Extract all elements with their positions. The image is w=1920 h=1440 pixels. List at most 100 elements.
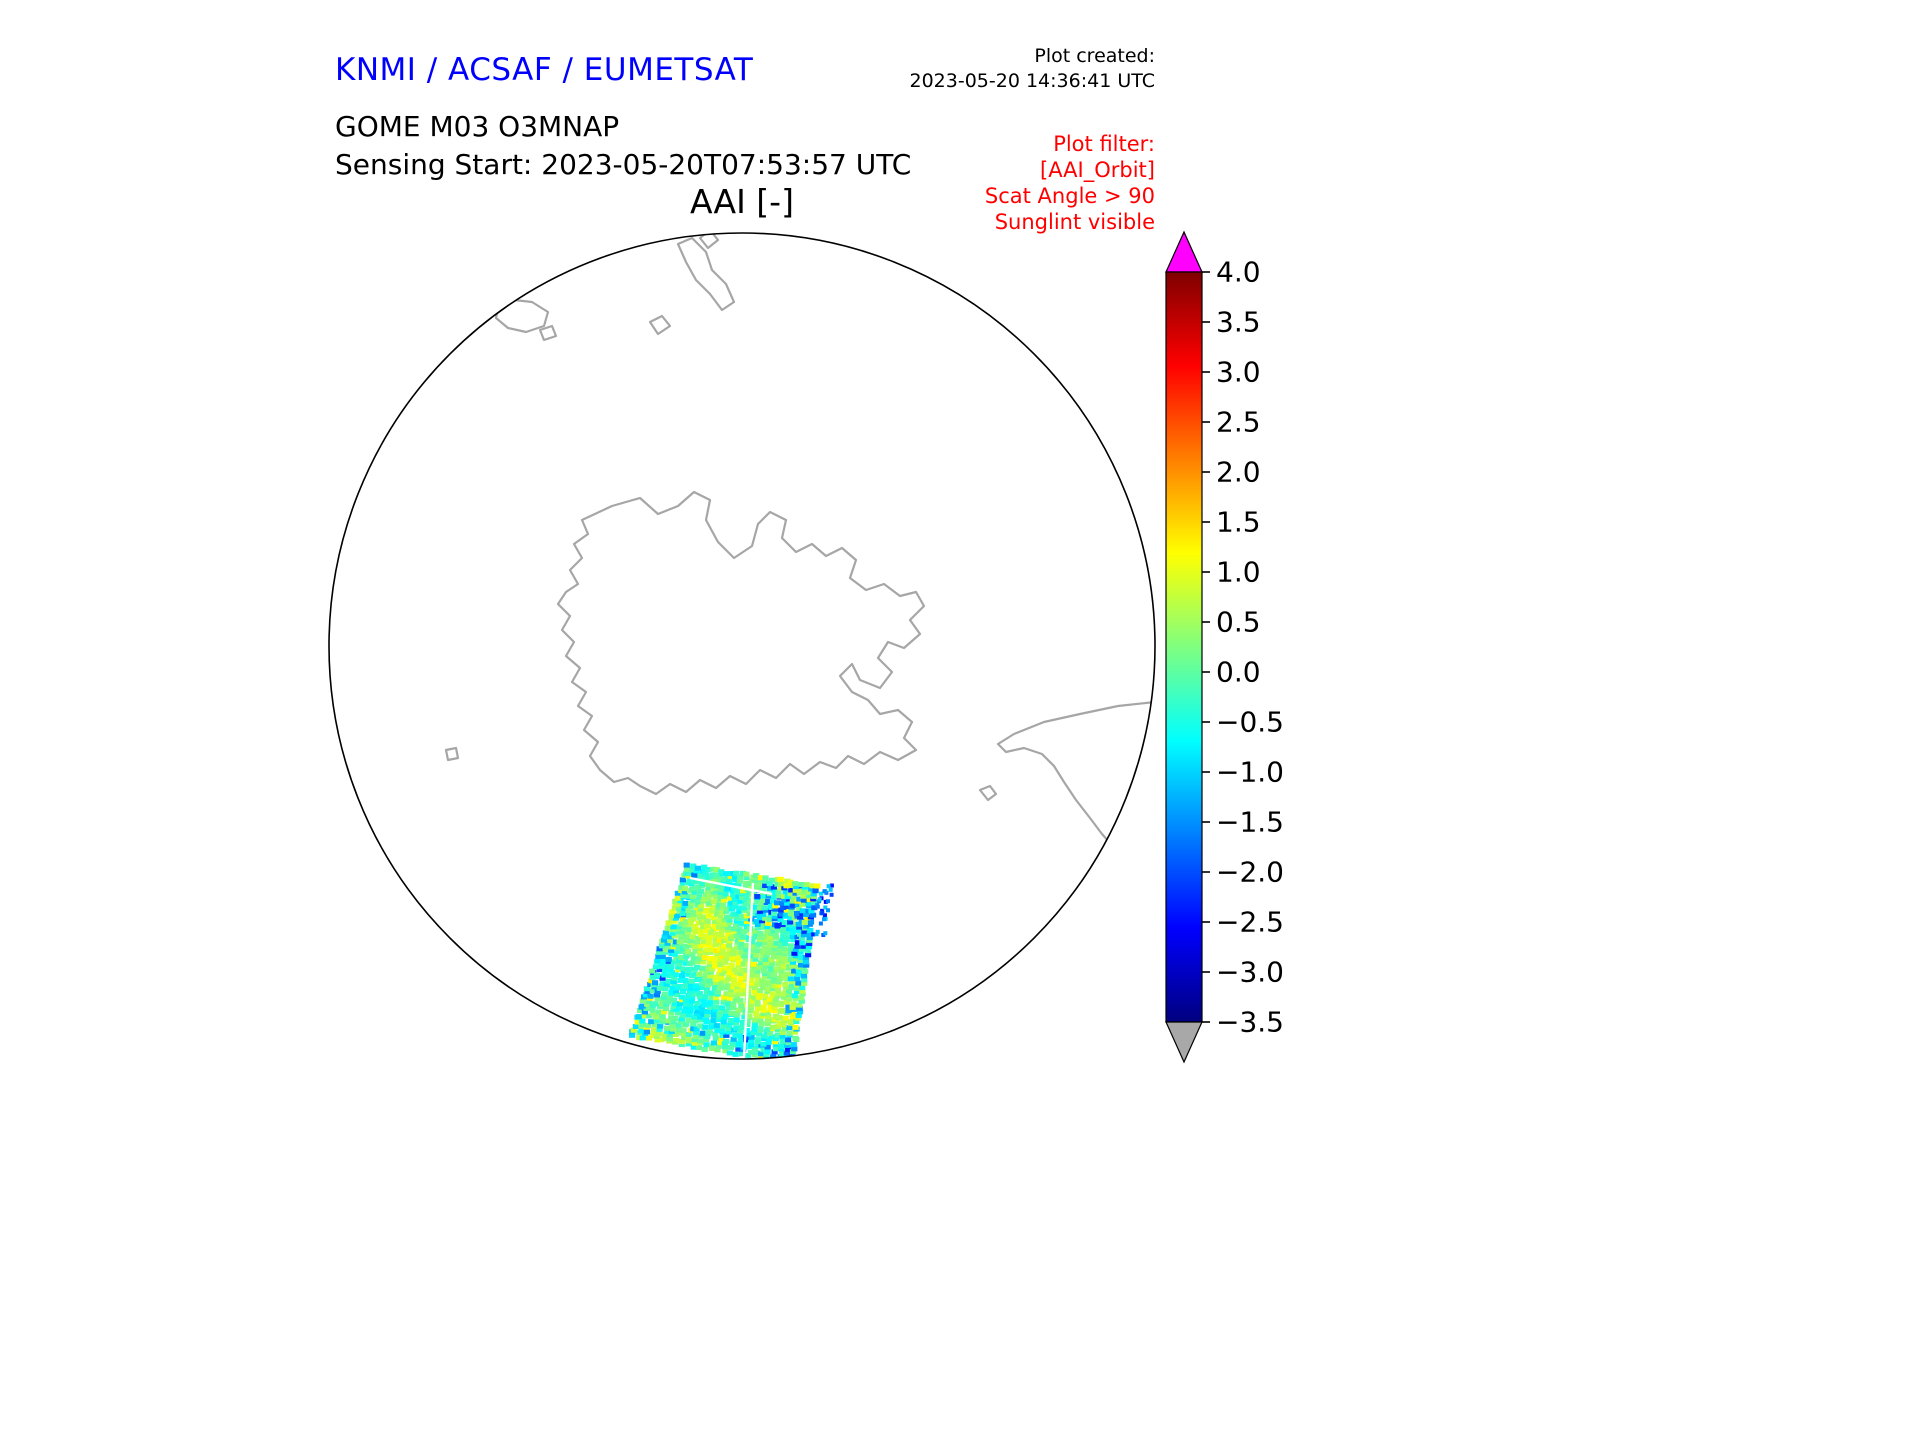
swath-cell [728,1010,735,1016]
swath-cell [787,919,794,925]
swath-cell [654,989,661,995]
swath-cell [772,903,779,909]
swath-speck [822,917,826,922]
swath-cell [690,1044,697,1050]
swath-cell [694,902,701,908]
swath-cell [702,1024,709,1030]
swath-cell [745,934,752,940]
swath-cell [789,1060,795,1065]
swath-cell [686,893,693,899]
swath-cell [674,913,681,919]
swath-cell [719,978,726,984]
swath-cell [665,978,672,984]
swath-cell [758,934,765,940]
swath-cell [700,914,707,920]
colorbar-tick-label: 4.0 [1216,256,1261,289]
swath-cell [703,908,710,913]
swath-cell [759,918,766,924]
swath-cell [801,920,808,925]
swath-cell [720,880,727,886]
swath-cell [767,999,774,1005]
swath-cell [704,918,711,924]
swath-cell [718,975,725,981]
swath-cell [743,875,750,880]
aai-data-swath [629,862,834,1065]
swath-cell [721,917,728,923]
swath-cell [690,1021,697,1027]
swath-cell [659,1013,666,1019]
swath-cell [781,956,788,962]
swath-cell [720,897,728,903]
swath-cell [704,882,711,887]
coastline-path [494,298,550,334]
colorbar-tick-label: −0.5 [1216,706,1284,739]
swath-cell [687,1005,694,1011]
swath-cell [719,927,726,933]
swath-cell [737,874,744,880]
swath-cell [723,954,730,960]
swath-cell [767,965,774,971]
swath-cell [772,1042,779,1047]
swath-cell [708,930,715,936]
swath-cell [702,892,710,898]
swath-cell [747,1005,754,1011]
swath-cell [771,972,778,978]
swath-cell [682,977,689,983]
swath-cell [697,1023,704,1029]
swath-cell [713,893,720,899]
swath-cell [678,934,685,940]
swath-cell [784,900,791,906]
swath-cell [709,966,716,972]
swath-cell [751,928,758,934]
swath-cell [711,963,719,969]
swath-cell [679,916,686,922]
swath-cell [718,981,725,987]
swath-cell [723,935,730,941]
swath-cell [726,942,733,948]
swath-cell [700,965,707,971]
swath-cell [743,1028,750,1033]
swath-cell [737,898,744,903]
swath-cell [712,897,719,903]
swath-cell [774,1032,781,1038]
swath-cell [752,904,760,910]
swath-cell [786,926,793,931]
swath-cell [680,969,687,974]
swath-cell [806,931,813,937]
swath-cell [787,976,794,982]
swath-cell [692,971,699,977]
swath-cell [638,1028,645,1034]
swath-cell [794,943,801,949]
swath-cell [723,871,730,877]
swath-cell [736,908,743,914]
swath-cell [743,919,750,924]
swath-cell [659,981,666,987]
swath-cell [781,920,788,925]
swath-cell [725,976,732,982]
swath-cell [696,1017,704,1023]
swath-cell [792,946,799,952]
swath-cell [737,997,744,1003]
swath-cell [722,959,729,965]
swath-cell [735,1007,743,1013]
swath-cell [683,1021,690,1027]
swath-cell [630,1027,637,1033]
swath-cell [740,982,748,988]
swath-cell [761,945,768,951]
swath-cell [653,972,660,978]
swath-cell [726,947,733,952]
swath-cell [685,992,692,998]
swath-cell [788,887,795,893]
swath-cell [768,1034,775,1040]
swath-cell [712,1006,719,1012]
coastline-path [996,700,1155,880]
swath-cell [683,1001,690,1007]
swath-cell [743,943,750,949]
coastline-path [648,314,672,336]
swath-cell [699,881,706,887]
swath-cell [804,948,811,954]
swath-cell [797,949,804,955]
swath-cell [761,968,768,974]
swath-cell [734,945,741,951]
